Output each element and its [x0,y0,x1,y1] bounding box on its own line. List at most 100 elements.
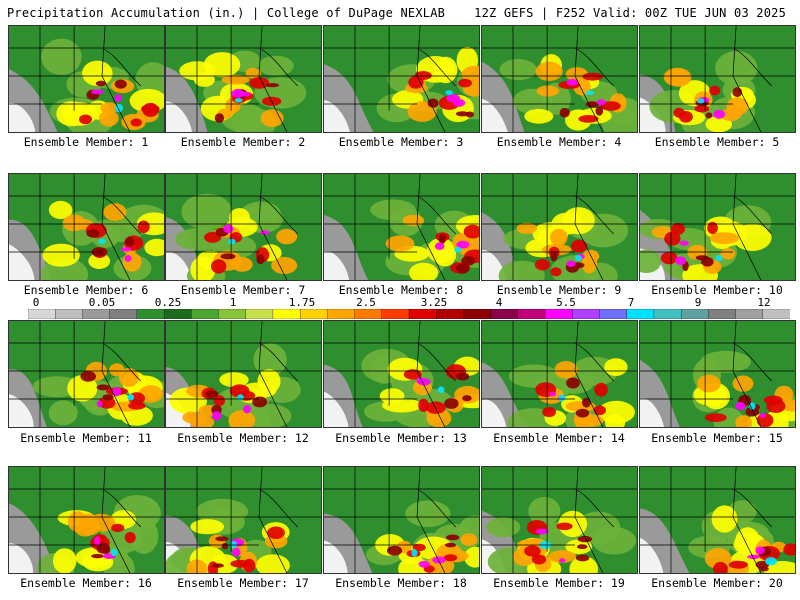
precip-contour [696,98,705,104]
state-boundary [258,26,263,77]
dry-area-white [9,244,35,280]
state-boundary [732,342,772,382]
precip-contour [665,67,692,87]
precip-contour [660,251,678,265]
member-label: Ensemble Member: 15 [651,431,783,445]
precip-contour [111,523,125,533]
precip-contour [593,405,606,416]
dry-area-white [9,394,34,427]
state-boundary [574,467,579,518]
precip-contour [705,112,713,119]
precip-contour [259,230,270,235]
precip-contour [594,382,608,397]
precip-contour [103,203,127,222]
precip-contour [569,556,598,573]
colorbar-swatch [163,309,192,319]
precip-contour [675,256,687,265]
ensemble-member-map [481,466,638,574]
precip-contour [711,505,738,533]
precip-contour [196,498,249,525]
precip-field [166,26,321,132]
colorbar-swatch [272,309,301,319]
precip-contour [271,257,298,274]
precip-contour [276,228,298,245]
dry-area-white [9,102,36,132]
precip-contour [728,560,748,569]
colorbar-swatch [572,309,600,319]
precip-contour [95,80,106,87]
precip-contour [212,411,222,421]
state-boundary [101,321,106,372]
member-label: Ensemble Member: 10 [651,283,783,297]
ensemble-member-map [639,320,796,428]
ensemble-member-map [481,320,638,428]
precip-contour [411,548,418,557]
ensemble-member-map [639,25,796,133]
precip-contour [229,208,251,228]
state-boundary [732,488,772,528]
precip-contour [234,98,243,103]
precip-contour [562,207,595,235]
dry-area-white [482,98,508,132]
member-label: Ensemble Member: 6 [23,283,149,297]
precip-contour [444,398,459,409]
precip-contour [704,413,727,422]
colorbar-swatch [381,309,410,319]
precip-contour [759,566,769,572]
precip-contour [574,255,582,261]
colorbar-tick-label: 3.25 [420,296,448,309]
precip-contour [125,236,135,247]
precip-contour [96,384,110,391]
colorbar-swatch [735,309,764,319]
colorbar-swatch [354,309,383,319]
state-boundary [732,174,737,225]
map-title: Precipitation Accumulation (in.) | Colle… [7,6,446,20]
member-label: Ensemble Member: 20 [651,576,783,590]
precip-contour [463,224,479,239]
colorbar-swatch [463,309,492,319]
precip-contour [229,384,250,398]
state-boundary [574,26,579,77]
precip-contour [88,253,111,269]
precip-contour [144,238,164,257]
precip-contour [264,534,288,549]
precip-contour [715,50,758,86]
precip-contour [418,398,429,412]
colorbar-swatch [436,309,464,319]
precip-field [640,321,795,427]
precip-contour [464,546,479,568]
colorbar-swatch [490,309,519,319]
member-label: Ensemble Member: 12 [177,431,309,445]
dry-area-white [324,251,350,280]
ensemble-member-map [8,173,165,281]
member-label: Ensemble Member: 14 [493,431,625,445]
precip-contour [735,402,746,411]
precip-field [324,467,479,573]
precip-contour [237,394,244,401]
precip-contour [82,60,113,86]
precip-contour [577,544,588,550]
precip-contour [118,368,139,387]
dry-area-white [166,101,193,132]
precip-contour [243,404,251,414]
precip-contour [528,496,561,526]
precip-contour [219,372,249,388]
colorbar-swatch [136,309,165,319]
precip-contour [228,410,256,427]
precip-field [640,26,795,132]
precip-contour [48,200,73,220]
ensemble-member-map [323,173,480,281]
state-boundary [416,47,456,87]
colorbar-swatch [626,309,655,319]
precip-contour [213,395,226,407]
precip-contour [220,253,236,260]
state-boundary [574,223,604,280]
colorbar-tick-label: 0.25 [154,296,182,309]
precip-contour [604,414,626,427]
precip-field [482,174,637,280]
state-boundary [258,488,298,528]
state-boundary [101,195,141,235]
precip-field [9,321,164,427]
state-boundary [258,75,288,132]
precip-contour [461,65,479,83]
